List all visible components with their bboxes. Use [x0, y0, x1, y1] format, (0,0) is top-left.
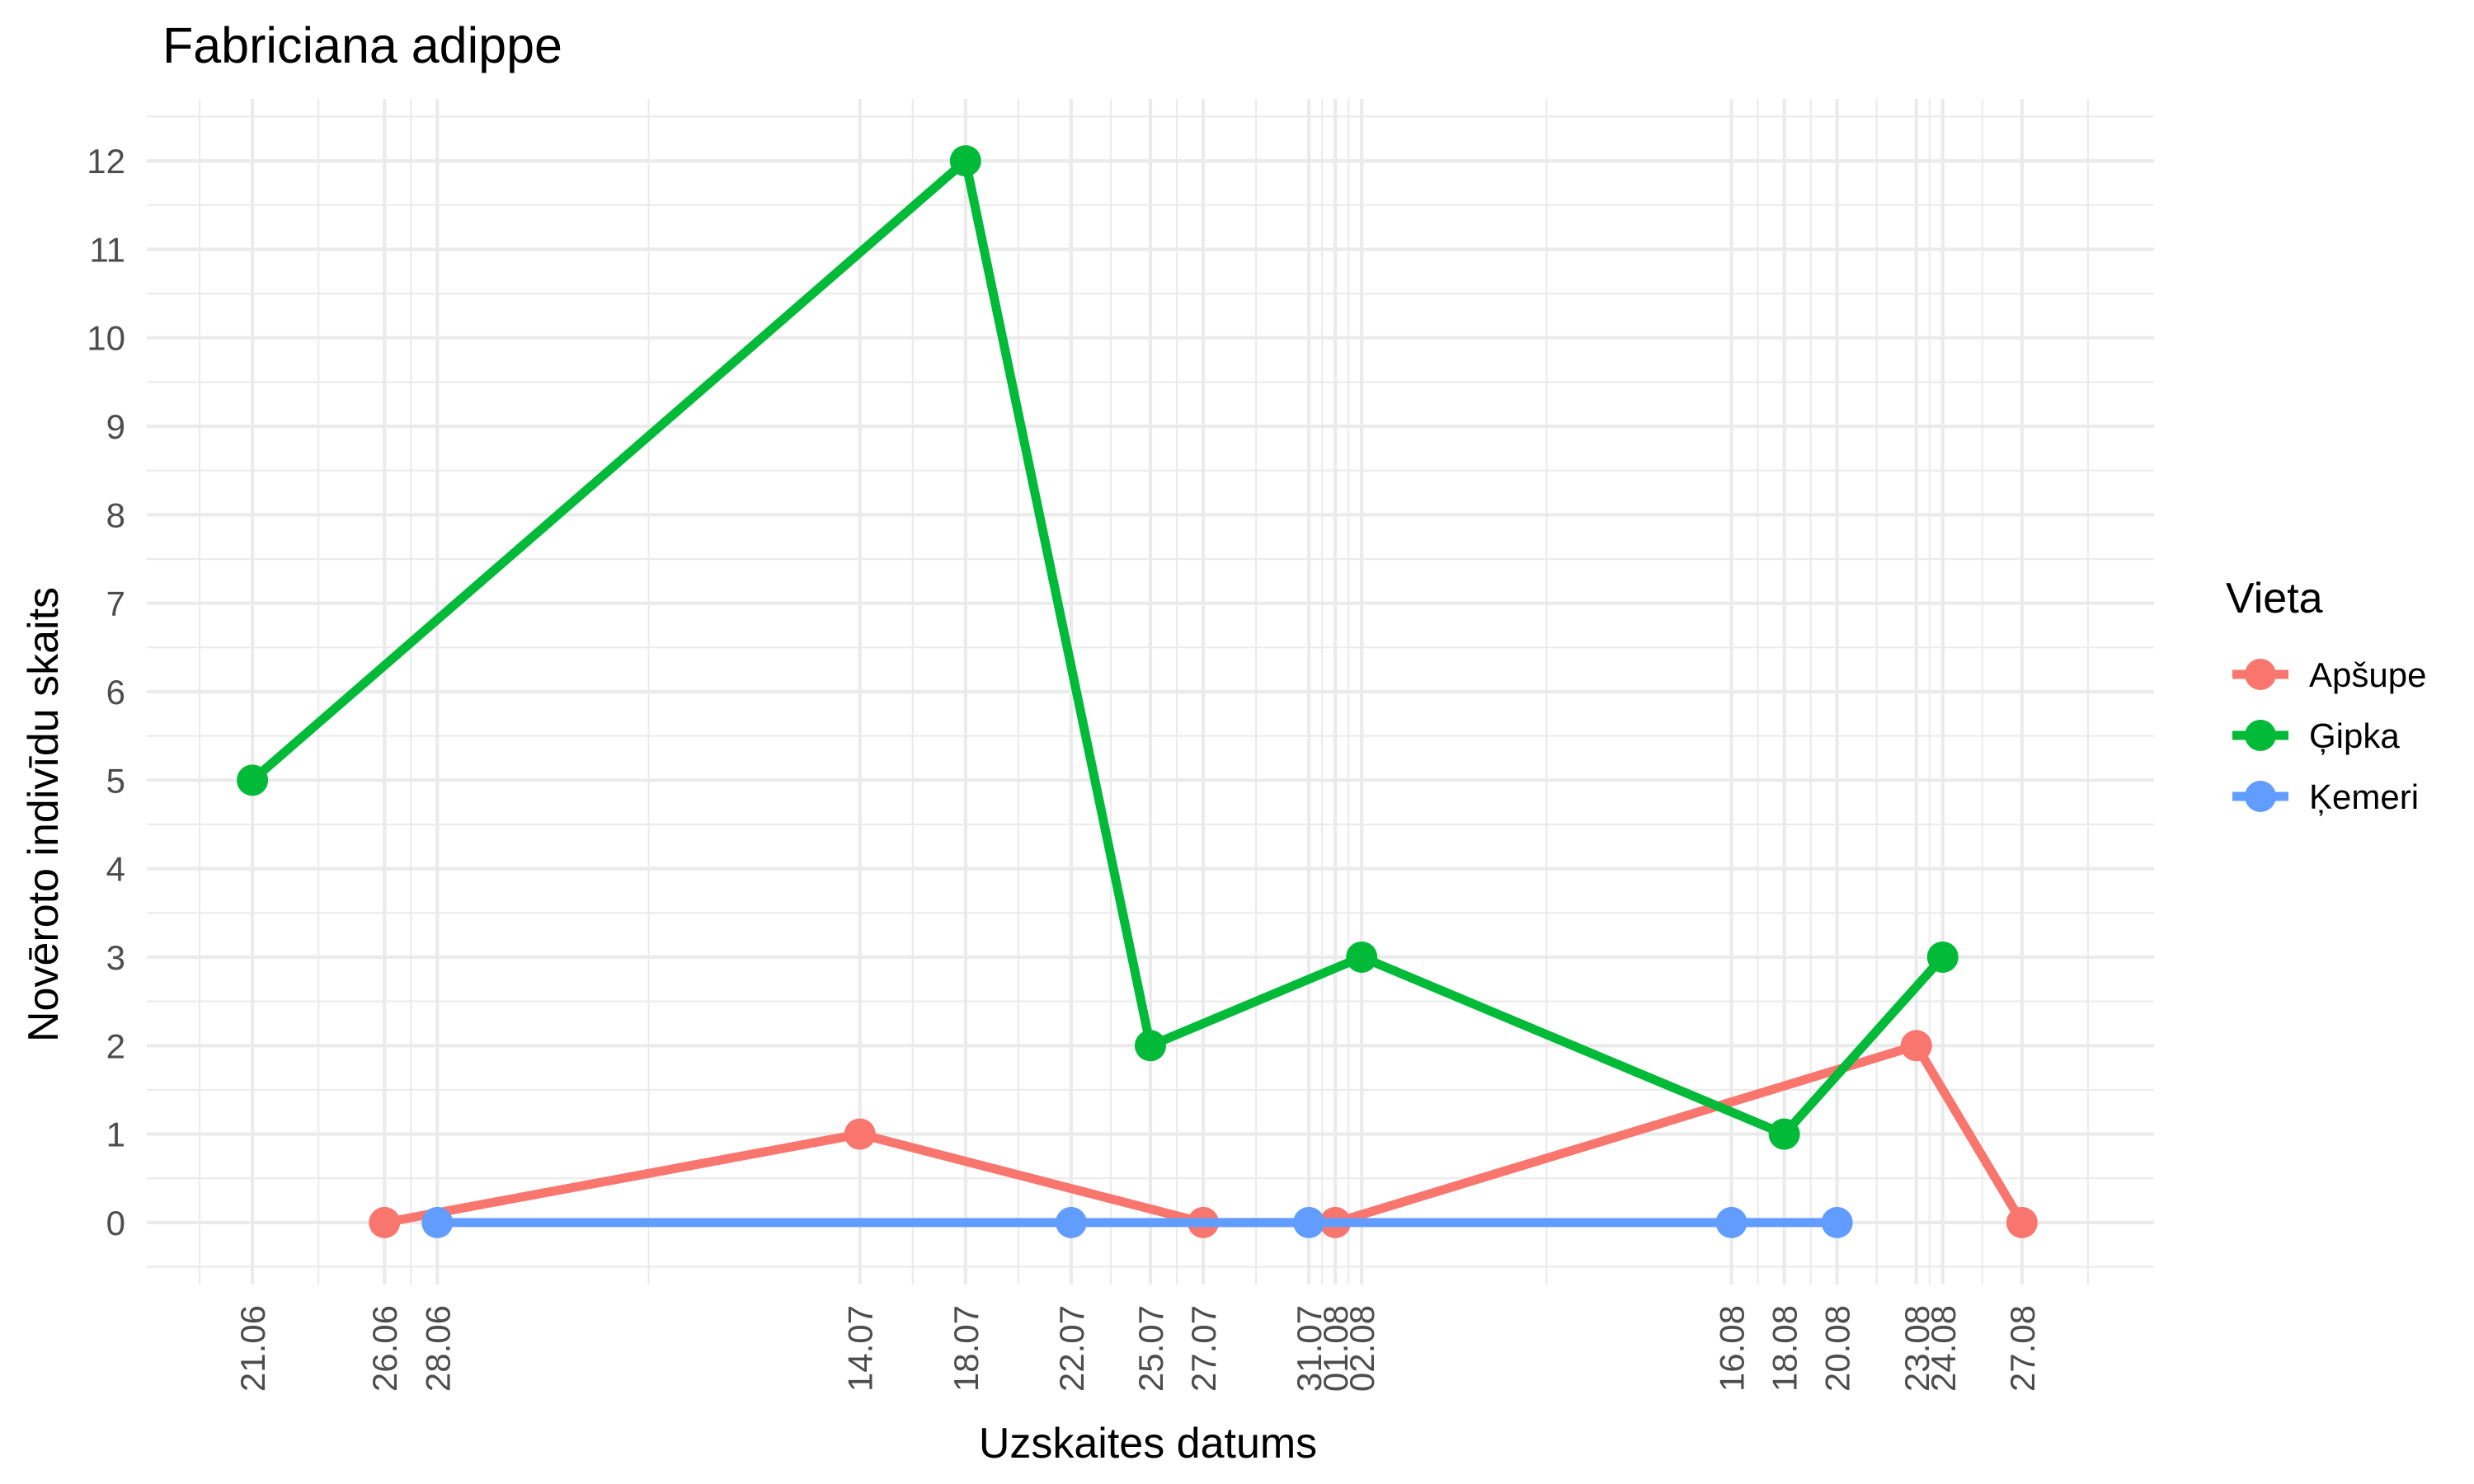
x-axis-title: Uzskaites datums: [979, 1420, 1317, 1468]
data-point: [1346, 941, 1378, 973]
x-tick-label: 22.07: [1052, 1305, 1091, 1392]
data-point: [844, 1118, 876, 1150]
x-tick-label: 16.08: [1713, 1305, 1752, 1392]
legend-key-point: [2245, 720, 2276, 751]
data-point: [1821, 1206, 1853, 1238]
legend-item: Ķemeri: [2232, 777, 2419, 816]
x-tick-label: 25.07: [1131, 1305, 1170, 1392]
series-Ķemeri: [421, 1206, 1853, 1238]
series-line: [249, 156, 1946, 1139]
y-tick-label: 8: [106, 495, 125, 534]
chart-title: Fabriciana adippe: [162, 17, 562, 73]
y-tick-label: 2: [106, 1026, 125, 1065]
x-tick-label: 20.08: [1818, 1305, 1857, 1392]
y-axis-title: Novēroto indivīdu skaits: [20, 587, 68, 1042]
grid: [147, 99, 2154, 1284]
x-tick-label: 02.08: [1343, 1305, 1381, 1392]
x-tick-label: 28.06: [418, 1305, 457, 1392]
x-tick-label: 01.08: [1316, 1305, 1355, 1392]
y-tick-label: 11: [89, 230, 125, 269]
data-point: [1900, 1030, 1932, 1062]
legend-key-point: [2245, 781, 2276, 812]
legend-item: Apšupe: [2232, 655, 2426, 694]
x-tick-label: 24.08: [1924, 1305, 1963, 1392]
y-tick-label: 6: [106, 673, 125, 711]
data-point: [1135, 1030, 1166, 1062]
legend-key-point: [2245, 659, 2276, 690]
x-axis-ticks: 21.06 26.06 28.06 14.07 18.07 22.07 25.07 27.07…: [233, 1305, 2042, 1392]
data-point: [421, 1206, 454, 1238]
data-point: [1768, 1118, 1800, 1150]
data-point: [1055, 1206, 1087, 1238]
x-tick-label: 21.06: [233, 1305, 272, 1392]
x-tick-label: 18.07: [947, 1305, 985, 1392]
data-point: [949, 145, 981, 177]
series-layer: [237, 145, 2038, 1238]
data-point: [1293, 1206, 1325, 1238]
x-tick-label: 27.07: [1184, 1305, 1223, 1392]
legend: Vieta Apšupe Ģipka Ķemeri: [2226, 575, 2426, 816]
legend-label: Ģipka: [2309, 716, 2400, 755]
data-point: [1926, 941, 1959, 973]
y-tick-label: 1: [106, 1115, 125, 1154]
x-tick-label: 23.08: [1898, 1305, 1936, 1392]
legend-item: Ģipka: [2232, 716, 2400, 755]
x-tick-label: 27.08: [2003, 1305, 2042, 1392]
data-point: [369, 1206, 401, 1238]
legend-label: Apšupe: [2309, 655, 2426, 694]
y-tick-label: 12: [87, 142, 125, 181]
y-tick-label: 0: [106, 1204, 125, 1242]
x-tick-label: 14.07: [841, 1305, 880, 1392]
y-tick-label: 3: [106, 938, 125, 977]
y-tick-label: 7: [106, 585, 125, 623]
data-point: [237, 764, 269, 796]
y-tick-label: 10: [87, 319, 125, 358]
legend-label: Ķemeri: [2309, 777, 2419, 816]
x-tick-label: 26.06: [365, 1305, 404, 1392]
x-tick-label: 18.08: [1766, 1305, 1804, 1392]
series-Ģipka: [237, 145, 1959, 1150]
y-tick-label: 9: [106, 407, 125, 446]
legend-title: Vieta: [2226, 575, 2323, 622]
y-tick-label: 5: [106, 761, 125, 800]
data-point: [2006, 1206, 2038, 1238]
data-point: [1715, 1206, 1747, 1238]
x-tick-label: 31.07: [1290, 1305, 1329, 1392]
legend-items: Apšupe Ģipka Ķemeri: [2232, 655, 2426, 816]
y-tick-label: 4: [106, 850, 125, 889]
